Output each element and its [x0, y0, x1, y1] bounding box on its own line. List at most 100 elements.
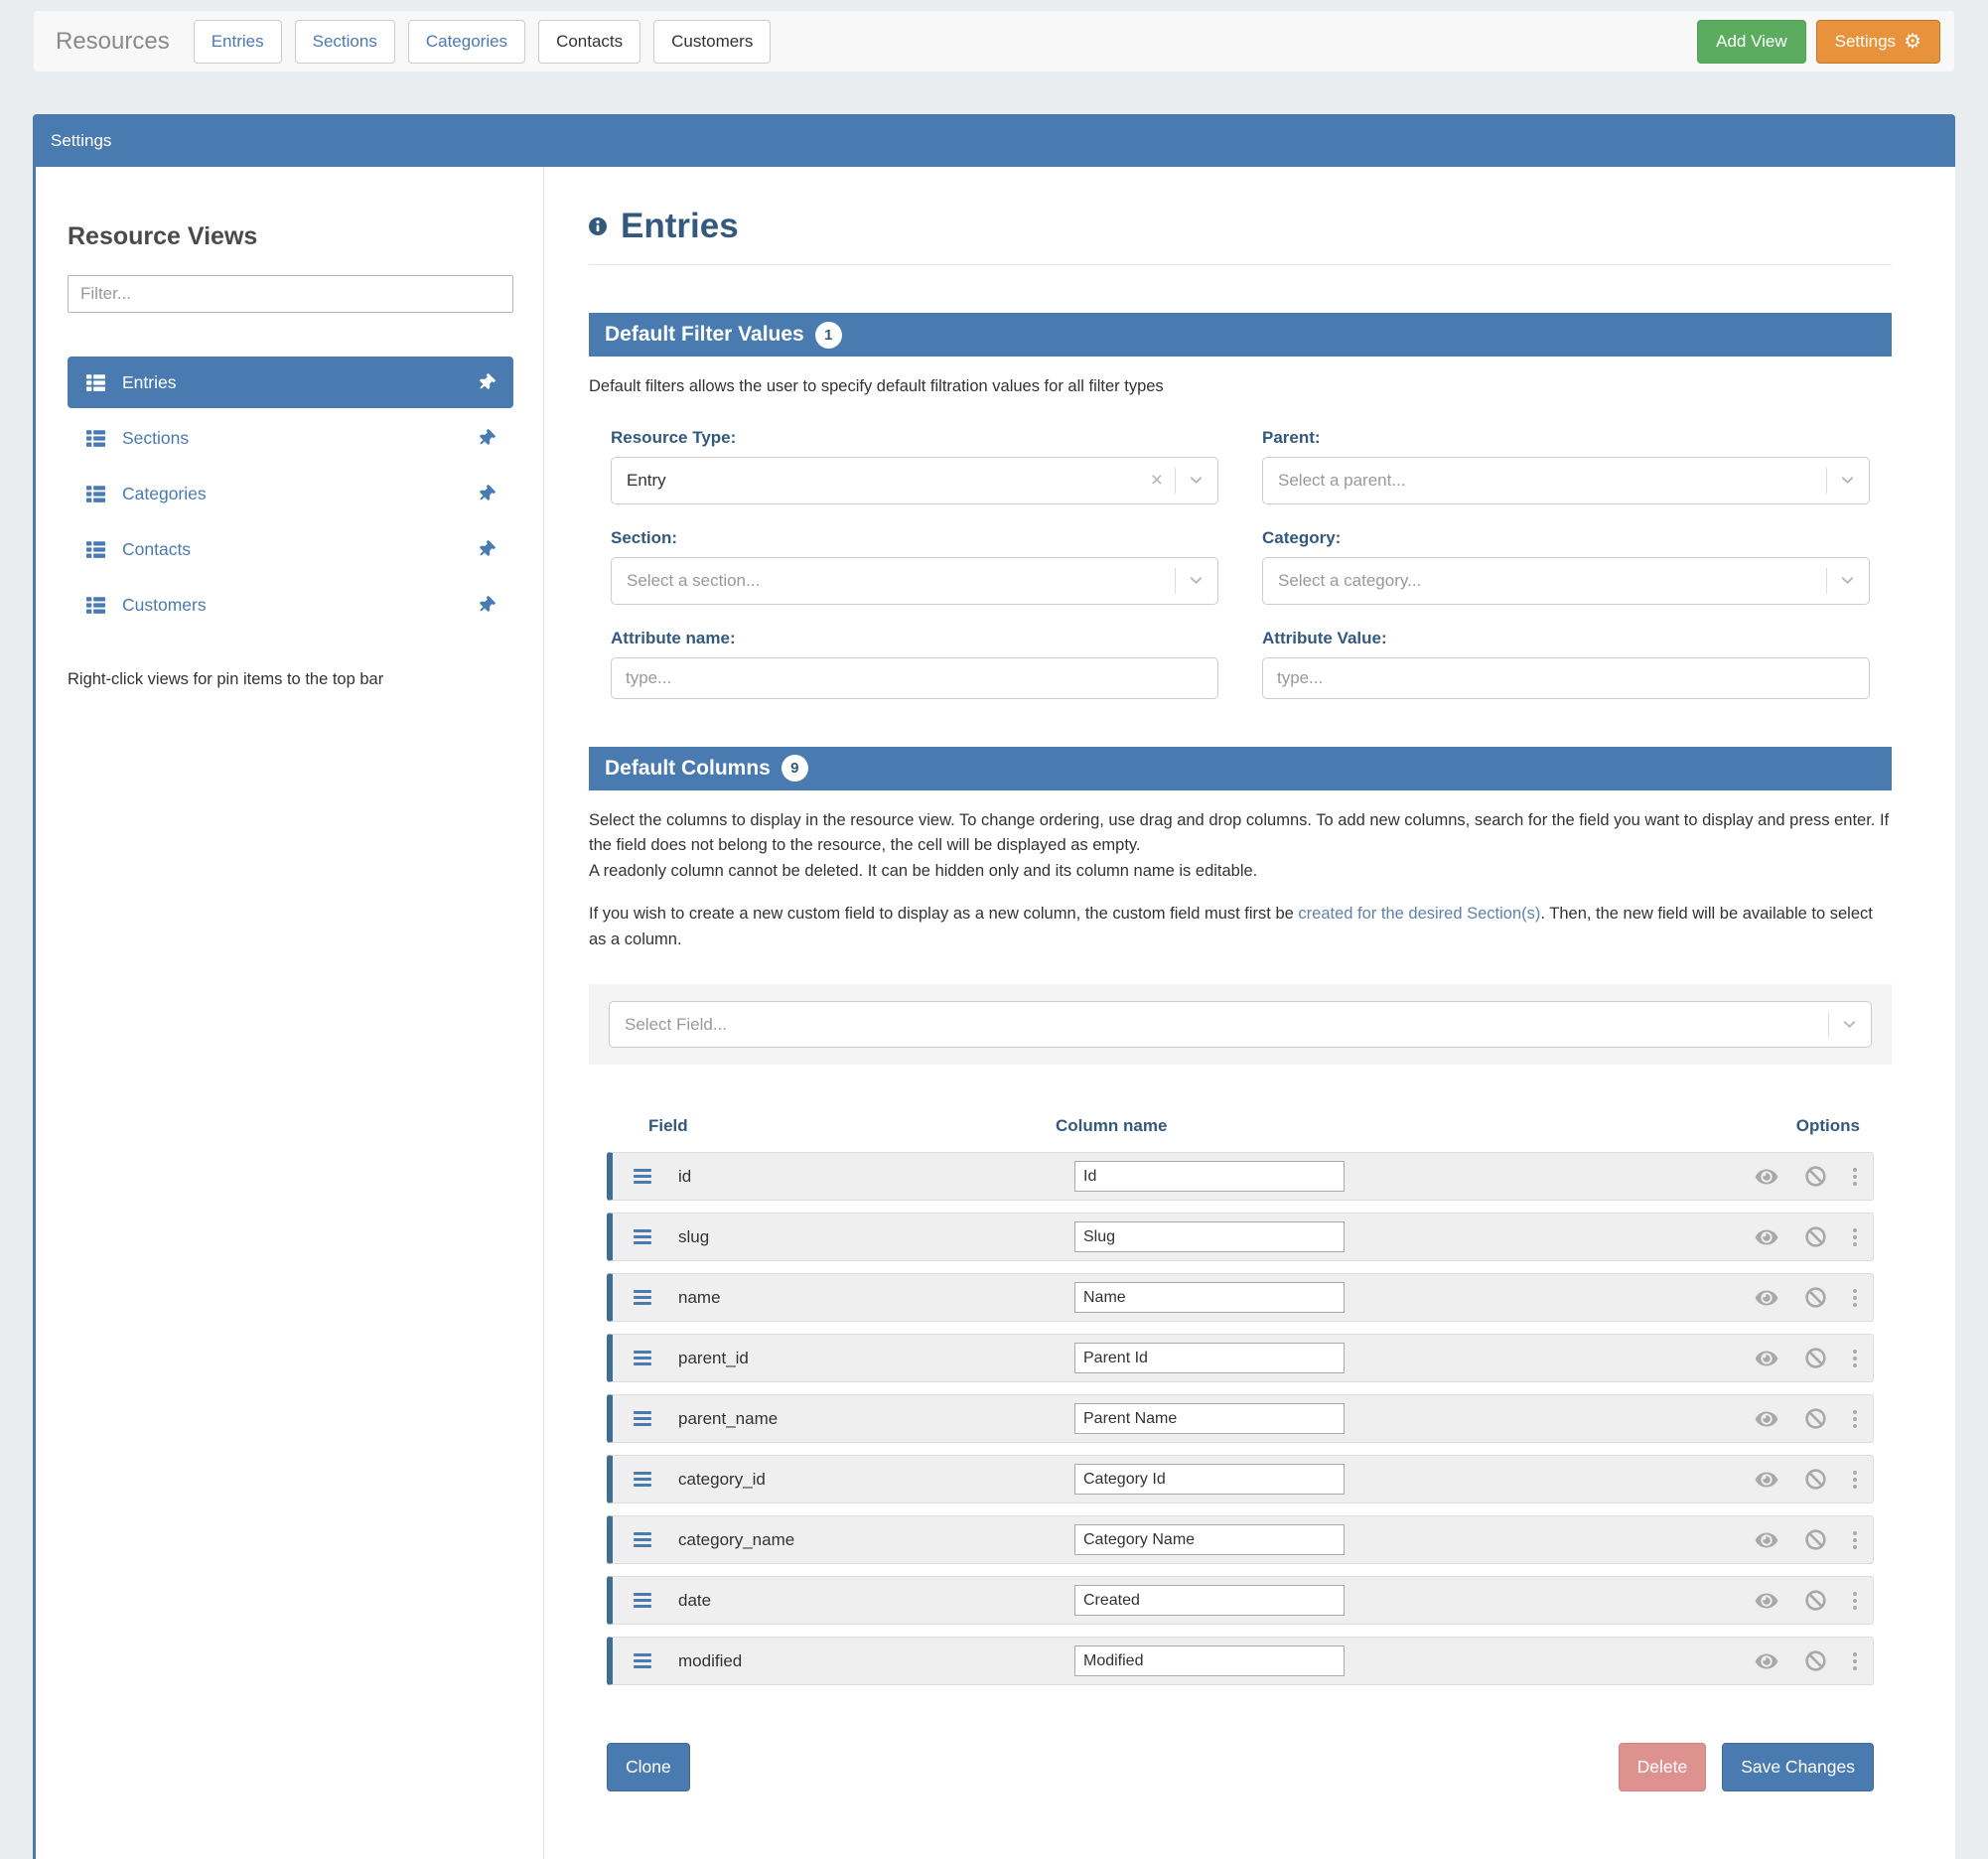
chevron-down-icon [1181, 473, 1211, 488]
column-name-input[interactable] [1074, 1464, 1345, 1496]
save-changes-button[interactable]: Save Changes [1722, 1743, 1874, 1792]
pin-icon[interactable] [478, 539, 496, 558]
page-title: Resources [56, 27, 170, 55]
columns-description-2: If you wish to create a new custom field… [589, 905, 1873, 948]
topbar-view-button[interactable]: Sections [294, 19, 395, 64]
select-dropdown[interactable]: Select a parent... × [1262, 456, 1870, 504]
eye-icon[interactable] [1755, 1409, 1778, 1429]
view-list: Entries Sections Categories Contact [68, 357, 513, 631]
filter-field: Section: Select a section... × [611, 504, 1218, 605]
ellipsis-icon[interactable] [1853, 1227, 1857, 1246]
th-list-icon [86, 373, 105, 391]
drag-handle-icon[interactable] [634, 1229, 657, 1245]
eye-icon[interactable] [1755, 1227, 1778, 1247]
select-dropdown[interactable]: Entry × [611, 456, 1218, 504]
topbar-view-button[interactable]: Contacts [538, 19, 641, 64]
section-title: Default Filter Values [605, 323, 804, 346]
clear-icon[interactable]: × [1150, 469, 1163, 493]
count-badge: 1 [814, 321, 842, 349]
eye-icon[interactable] [1755, 1530, 1778, 1550]
pin-icon[interactable] [478, 428, 496, 447]
th-list-icon [86, 596, 105, 614]
header-field: Field [648, 1116, 688, 1136]
filter-field: Parent: Select a parent... × [1262, 404, 1870, 504]
settings-button[interactable]: Settings ⚙ [1815, 19, 1940, 64]
sidebar-view-item[interactable]: Entries [68, 357, 513, 408]
eye-icon[interactable] [1755, 1651, 1778, 1671]
drag-handle-icon[interactable] [634, 1593, 657, 1609]
filter-input[interactable] [68, 275, 513, 313]
column-name-input[interactable] [1074, 1524, 1345, 1556]
top-bar: Resources Entries Sections Categories Conta… [33, 10, 1955, 72]
footer-actions: Clone Delete Save Changes [607, 1743, 1874, 1792]
ban-icon[interactable] [1805, 1348, 1826, 1369]
drag-handle-icon[interactable] [634, 1351, 657, 1366]
pin-icon[interactable] [478, 484, 496, 502]
ellipsis-icon[interactable] [1853, 1288, 1857, 1307]
ellipsis-icon[interactable] [1853, 1591, 1857, 1610]
filter-field: Resource Type: Entry × [611, 404, 1218, 504]
column-name-input[interactable] [1074, 1585, 1345, 1617]
attribute-input[interactable] [1262, 656, 1870, 699]
topbar-view-button[interactable]: Customers [653, 19, 772, 64]
create-custom-field-link[interactable]: created for the desired Section(s) [1298, 905, 1541, 924]
column-name-input[interactable] [1074, 1221, 1345, 1253]
ban-icon[interactable] [1805, 1226, 1826, 1248]
ban-icon[interactable] [1805, 1529, 1826, 1551]
ban-icon[interactable] [1805, 1590, 1826, 1612]
drag-handle-icon[interactable] [634, 1472, 657, 1488]
ban-icon[interactable] [1805, 1287, 1826, 1309]
sidebar-view-item[interactable]: Customers [68, 579, 513, 631]
eye-icon[interactable] [1755, 1591, 1778, 1611]
drag-handle-icon[interactable] [634, 1532, 657, 1548]
view-title: Entries [621, 207, 739, 245]
drag-handle-icon[interactable] [634, 1169, 657, 1185]
chevron-down-icon [1832, 573, 1863, 588]
ellipsis-icon[interactable] [1853, 1167, 1857, 1186]
sidebar-view-item[interactable]: Categories [68, 468, 513, 519]
drag-handle-icon[interactable] [634, 1290, 657, 1306]
select-dropdown[interactable]: Select a category... × [1262, 556, 1870, 605]
eye-icon[interactable] [1755, 1288, 1778, 1308]
drag-handle-icon[interactable] [634, 1411, 657, 1427]
column-name-input[interactable] [1074, 1161, 1345, 1193]
clone-button[interactable]: Clone [607, 1743, 690, 1792]
eye-icon[interactable] [1755, 1167, 1778, 1187]
column-name-input[interactable] [1074, 1282, 1345, 1314]
select-field-band: Select Field... [589, 984, 1892, 1066]
column-row: id [607, 1152, 1874, 1202]
eye-icon[interactable] [1755, 1349, 1778, 1368]
sidebar-view-item[interactable]: Contacts [68, 523, 513, 575]
add-view-button[interactable]: Add View [1697, 19, 1806, 64]
topbar-view-button[interactable]: Entries [193, 19, 282, 64]
main-content: Entries Default Filter Values 1 Default … [544, 167, 1955, 1859]
ban-icon[interactable] [1805, 1408, 1826, 1430]
column-name-input[interactable] [1074, 1403, 1345, 1435]
ellipsis-icon[interactable] [1853, 1530, 1857, 1549]
eye-icon[interactable] [1755, 1470, 1778, 1490]
ban-icon[interactable] [1805, 1650, 1826, 1672]
ban-icon[interactable] [1805, 1166, 1826, 1188]
th-list-icon [86, 485, 105, 502]
sidebar-view-item[interactable]: Sections [68, 412, 513, 464]
ellipsis-icon[interactable] [1853, 1409, 1857, 1428]
attribute-input[interactable] [611, 656, 1218, 699]
drag-handle-icon[interactable] [634, 1653, 657, 1669]
column-row: date [607, 1576, 1874, 1626]
ellipsis-icon[interactable] [1853, 1470, 1857, 1489]
column-row: slug [607, 1213, 1874, 1262]
ellipsis-icon[interactable] [1853, 1651, 1857, 1670]
topbar-view-button[interactable]: Categories [407, 19, 526, 64]
ban-icon[interactable] [1805, 1469, 1826, 1491]
delete-button[interactable]: Delete [1618, 1743, 1707, 1792]
filter-field: Category: Select a category... × [1262, 504, 1870, 605]
select-dropdown[interactable]: Select a section... × [611, 556, 1218, 605]
select-field-dropdown[interactable]: Select Field... [609, 1001, 1872, 1049]
column-name-input[interactable] [1074, 1343, 1345, 1374]
th-list-icon [86, 540, 105, 558]
pin-icon[interactable] [478, 372, 496, 391]
column-name-input[interactable] [1074, 1645, 1345, 1677]
pin-icon[interactable] [478, 595, 496, 614]
th-list-icon [86, 429, 105, 447]
ellipsis-icon[interactable] [1853, 1349, 1857, 1367]
